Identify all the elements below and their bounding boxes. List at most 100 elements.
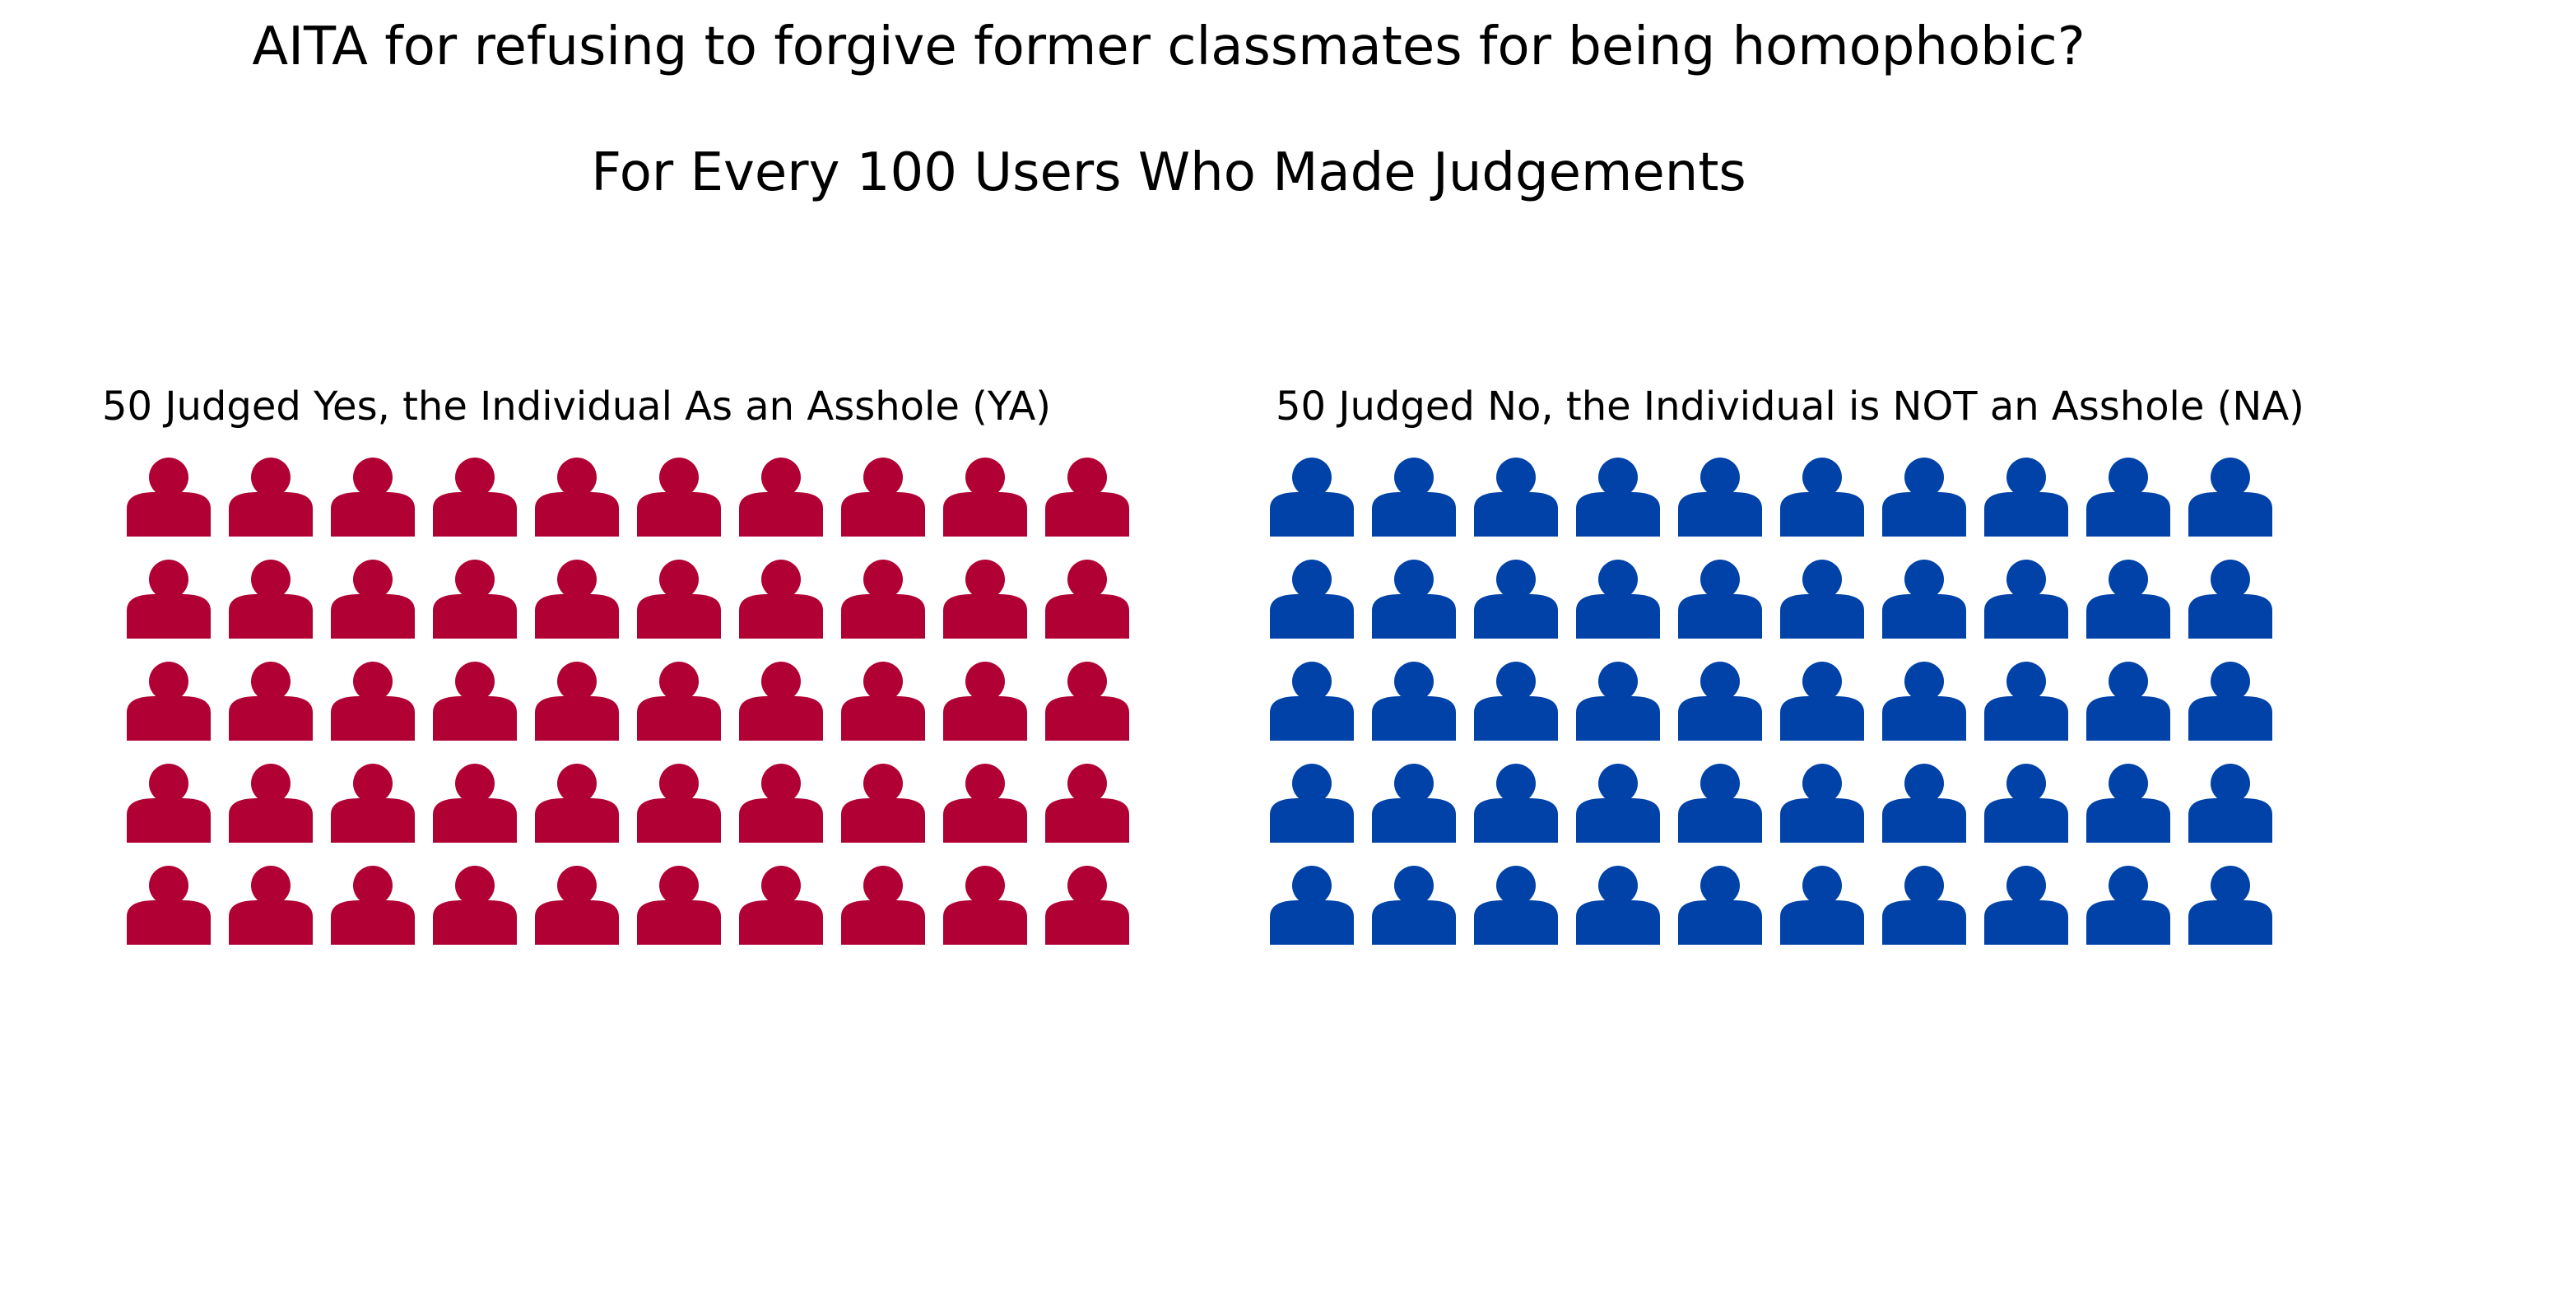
person-icon-yes-39 [943,764,1027,843]
chart-subtitle: For Every 100 Users Who Made Judgements [591,142,1746,203]
person-icon-no-47 [1882,866,1966,945]
person-icon-yes-43 [331,866,415,945]
person-icon-no-34 [1576,764,1660,843]
person-icon-yes-25 [535,662,619,741]
panel-yes-label: 50 Judged Yes, the Individual As an Assh… [102,383,1052,430]
person-icon-no-49 [2086,866,2170,945]
person-icon-yes-11 [127,560,211,639]
person-icon-yes-16 [637,560,721,639]
person-icon-no-11 [1270,560,1354,639]
person-icon-yes-8 [841,458,925,537]
person-icon-yes-5 [535,458,619,537]
person-icon-yes-4 [433,458,517,537]
person-icon-no-38 [1984,764,2068,843]
person-icon-yes-37 [739,764,823,843]
person-icon-yes-17 [739,560,823,639]
person-icon-yes-21 [127,662,211,741]
person-icon-yes-13 [331,560,415,639]
person-icon-no-32 [1372,764,1456,843]
person-icon-yes-7 [739,458,823,537]
person-icon-no-18 [1984,560,2068,639]
person-icon-no-8 [1984,458,2068,537]
person-icon-no-15 [1678,560,1762,639]
chart-title: AITA for refusing to forgive former clas… [252,16,2085,77]
person-icon-no-19 [2086,560,2170,639]
person-icon-no-33 [1474,764,1558,843]
person-icon-no-45 [1678,866,1762,945]
person-icon-yes-27 [739,662,823,741]
person-icon-yes-44 [433,866,517,945]
person-icon-no-12 [1372,560,1456,639]
person-icon-yes-3 [331,458,415,537]
person-icon-yes-30 [1045,662,1129,741]
person-icon-no-7 [1882,458,1966,537]
person-icon-no-24 [1576,662,1660,741]
person-icon-yes-28 [841,662,925,741]
person-icon-yes-48 [841,866,925,945]
person-icon-no-16 [1780,560,1864,639]
person-icon-yes-1 [127,458,211,537]
person-icon-yes-12 [229,560,313,639]
person-icon-yes-40 [1045,764,1129,843]
person-icon-no-42 [1372,866,1456,945]
person-icon-no-28 [1984,662,2068,741]
person-icon-no-21 [1270,662,1354,741]
person-icon-yes-15 [535,560,619,639]
person-icon-yes-33 [331,764,415,843]
person-icon-no-23 [1474,662,1558,741]
person-icon-no-13 [1474,560,1558,639]
person-icon-yes-2 [229,458,313,537]
person-icon-no-40 [2188,764,2272,843]
person-icon-yes-20 [1045,560,1129,639]
person-icon-no-22 [1372,662,1456,741]
person-icon-yes-14 [433,560,517,639]
person-icon-yes-29 [943,662,1027,741]
person-icon-yes-38 [841,764,925,843]
person-icon-no-39 [2086,764,2170,843]
person-icon-yes-42 [229,866,313,945]
person-icon-yes-18 [841,560,925,639]
person-icon-yes-47 [739,866,823,945]
person-icon-no-5 [1678,458,1762,537]
person-icon-no-10 [2188,458,2272,537]
person-icon-no-50 [2188,866,2272,945]
person-icon-no-25 [1678,662,1762,741]
person-icon-no-20 [2188,560,2272,639]
person-icon-yes-6 [637,458,721,537]
person-icon-yes-46 [637,866,721,945]
person-icon-no-17 [1882,560,1966,639]
person-icon-no-44 [1576,866,1660,945]
person-icon-yes-23 [331,662,415,741]
person-icon-yes-49 [943,866,1027,945]
person-icon-no-48 [1984,866,2068,945]
person-icon-no-29 [2086,662,2170,741]
panel-yes-icons [127,458,1129,945]
person-icon-no-36 [1780,764,1864,843]
person-icon-yes-22 [229,662,313,741]
person-icon-yes-45 [535,866,619,945]
person-icon-no-41 [1270,866,1354,945]
panel-no-icons [1270,458,2272,945]
person-icon-yes-34 [433,764,517,843]
person-icon-no-3 [1474,458,1558,537]
person-icon-no-6 [1780,458,1864,537]
person-icon-no-43 [1474,866,1558,945]
person-icon-yes-35 [535,764,619,843]
person-icon-no-27 [1882,662,1966,741]
person-icon-no-1 [1270,458,1354,537]
person-icon-no-30 [2188,662,2272,741]
person-icon-yes-31 [127,764,211,843]
person-icon-yes-41 [127,866,211,945]
person-icon-no-2 [1372,458,1456,537]
person-icon-no-9 [2086,458,2170,537]
person-icon-no-14 [1576,560,1660,639]
person-icon-no-37 [1882,764,1966,843]
person-icon-yes-24 [433,662,517,741]
person-icon-yes-36 [637,764,721,843]
person-icon-no-26 [1780,662,1864,741]
person-icon-no-4 [1576,458,1660,537]
person-icon-no-35 [1678,764,1762,843]
person-icon-yes-10 [1045,458,1129,537]
person-icon-yes-26 [637,662,721,741]
